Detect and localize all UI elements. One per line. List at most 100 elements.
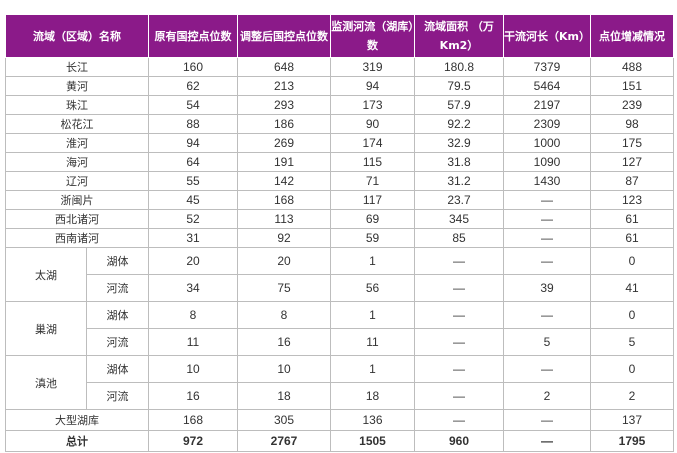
lake-name-cell: 巢湖 <box>5 301 87 356</box>
table-cell: 16 <box>237 328 331 356</box>
basin-name-cell: 松花江 <box>5 114 149 134</box>
table-cell: 123 <box>590 190 674 210</box>
table-cell: 1000 <box>503 133 591 153</box>
lake-sub-name-cell: 湖体 <box>86 247 149 275</box>
table-cell: 488 <box>590 57 674 77</box>
cut-off-caption <box>0 0 677 5</box>
total-label-cell: 总计 <box>5 430 149 452</box>
table-cell: 5464 <box>503 76 591 96</box>
basin-name-cell: 浙闽片 <box>5 190 149 210</box>
table-row: 淮河 94 269 174 32.9 1000 175 <box>5 133 674 153</box>
table-row: 河流 16 18 18—2 2 <box>6 382 674 410</box>
table-cell: 168 <box>237 190 331 210</box>
table-cell: 32.9 <box>414 133 504 153</box>
table-cell: 213 <box>237 76 331 96</box>
table-cell: 52 <box>148 209 238 229</box>
table-cell: 92.2 <box>414 114 504 134</box>
table-cell: 79.5 <box>414 76 504 96</box>
table-cell: 56 <box>330 274 415 302</box>
table-cell: — <box>414 409 504 431</box>
table-cell: 293 <box>237 95 331 115</box>
header-cell: 流域面积 （万Km2） <box>414 14 504 58</box>
table-cell: 94 <box>330 76 415 96</box>
lake-sub-name-cell: 河流 <box>86 382 149 410</box>
table-cell: — <box>414 301 504 329</box>
table-cell: — <box>414 247 504 275</box>
table-cell: 5 <box>590 328 674 356</box>
table-cell: 239 <box>590 95 674 115</box>
table-cell: 8 <box>148 301 238 329</box>
lake-sub-name-cell: 湖体 <box>86 301 149 329</box>
header-cell: 原有国控点位数 <box>148 14 238 58</box>
table-cell: 160 <box>148 57 238 77</box>
header-cell: 点位增减情况 <box>590 14 674 58</box>
table-cell: 137 <box>590 409 674 431</box>
table-cell: 1 <box>330 247 415 275</box>
table-cell: 960 <box>414 430 504 452</box>
table-cell: 59 <box>330 228 415 248</box>
table-cell: 31.8 <box>414 152 504 172</box>
table-cell: 64 <box>148 152 238 172</box>
table-cell: 87 <box>590 171 674 191</box>
table-row: 海河 64 191 115 31.8 1090 127 <box>5 152 674 172</box>
table-cell: 16 <box>148 382 238 410</box>
table-cell: 11 <box>330 328 415 356</box>
table-cell: 319 <box>330 57 415 77</box>
table-cell: 34 <box>148 274 238 302</box>
table-cell: 88 <box>148 114 238 134</box>
table-cell: 55 <box>148 171 238 191</box>
table-cell: 23.7 <box>414 190 504 210</box>
table-cell: 345 <box>414 209 504 229</box>
table-cell: — <box>414 355 504 383</box>
table-cell: 2767 <box>237 430 331 452</box>
table-row: 大型湖库 168 305 136— —137 <box>5 409 674 431</box>
table-row: 西南诸河 31 92 59 85—61 <box>5 228 674 248</box>
table-cell: 98 <box>590 114 674 134</box>
header-cell: 流域（区域）名称 <box>5 14 149 58</box>
table-cell: 127 <box>590 152 674 172</box>
table-cell: 1430 <box>503 171 591 191</box>
table-cell: 113 <box>237 209 331 229</box>
lake-sub-name-cell: 河流 <box>86 328 149 356</box>
basin-name-cell: 珠江 <box>5 95 149 115</box>
table-cell: 10 <box>237 355 331 383</box>
table-cell: 57.9 <box>414 95 504 115</box>
table-cell: 75 <box>237 274 331 302</box>
table-cell: — <box>414 274 504 302</box>
table-cell: — <box>414 328 504 356</box>
table-cell: 7379 <box>503 57 591 77</box>
table-cell: 142 <box>237 171 331 191</box>
table-cell: 10 <box>148 355 238 383</box>
table-cell: 2309 <box>503 114 591 134</box>
table-row: 河流 34 75 56—39 41 <box>6 274 674 302</box>
table-cell: 2 <box>590 382 674 410</box>
table-cell: 20 <box>148 247 238 275</box>
table-row: 松花江 88 186 90 92.2 2309 98 <box>5 114 674 134</box>
table-cell: — <box>503 209 591 229</box>
table-cell: 18 <box>237 382 331 410</box>
table-row: 西北诸河 52 113 69 345—61 <box>5 209 674 229</box>
table-cell: — <box>503 409 591 431</box>
table-cell: 20 <box>237 247 331 275</box>
lake-sub-name-cell: 河流 <box>86 274 149 302</box>
table-cell: 45 <box>148 190 238 210</box>
table-cell: 191 <box>237 152 331 172</box>
table-cell: 1505 <box>330 430 415 452</box>
basin-name-cell: 淮河 <box>5 133 149 153</box>
table-cell: 186 <box>237 114 331 134</box>
table-cell: 2197 <box>503 95 591 115</box>
table-cell: 180.8 <box>414 57 504 77</box>
table-cell: 269 <box>237 133 331 153</box>
table-cell: 61 <box>590 209 674 229</box>
table-cell: 71 <box>330 171 415 191</box>
table-cell: — <box>503 430 591 452</box>
basin-name-cell: 西北诸河 <box>5 209 149 229</box>
table-cell: 94 <box>148 133 238 153</box>
table-cell: 117 <box>330 190 415 210</box>
table-cell: 5 <box>503 328 591 356</box>
table-cell: — <box>414 382 504 410</box>
table-cell: 85 <box>414 228 504 248</box>
table-cell: 168 <box>148 409 238 431</box>
table-row: 长江 160 648 319 180.8 7379 488 <box>5 57 674 77</box>
table-cell: 2 <box>503 382 591 410</box>
